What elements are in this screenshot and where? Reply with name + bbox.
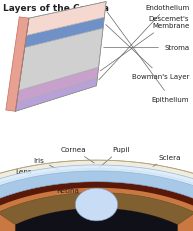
Text: Endothelium: Endothelium xyxy=(99,5,189,80)
Polygon shape xyxy=(15,79,97,112)
Text: Iris: Iris xyxy=(33,158,59,170)
Polygon shape xyxy=(17,68,99,103)
Text: Pupil: Pupil xyxy=(99,147,130,168)
Text: Layers of the Cornea: Layers of the Cornea xyxy=(3,4,109,13)
Text: Sclera: Sclera xyxy=(153,154,181,167)
Polygon shape xyxy=(0,179,193,231)
Polygon shape xyxy=(19,29,103,91)
Text: Lens: Lens xyxy=(15,168,71,182)
Polygon shape xyxy=(0,169,193,211)
Polygon shape xyxy=(0,165,193,192)
Polygon shape xyxy=(0,182,193,221)
Text: Bowman's Layer: Bowman's Layer xyxy=(106,25,189,79)
Polygon shape xyxy=(0,161,193,231)
Polygon shape xyxy=(0,187,193,231)
Polygon shape xyxy=(0,193,193,225)
Text: Epithelium: Epithelium xyxy=(107,12,189,102)
Polygon shape xyxy=(6,18,29,112)
Text: Descemet's
Membrane: Descemet's Membrane xyxy=(100,16,189,72)
Polygon shape xyxy=(26,3,106,36)
Text: Cornea: Cornea xyxy=(61,147,94,163)
Text: Retina: Retina xyxy=(56,187,94,200)
Polygon shape xyxy=(15,208,178,231)
Polygon shape xyxy=(0,187,193,231)
Ellipse shape xyxy=(75,188,118,221)
Text: Stroma: Stroma xyxy=(104,45,189,51)
Polygon shape xyxy=(0,175,193,231)
Polygon shape xyxy=(25,18,104,48)
